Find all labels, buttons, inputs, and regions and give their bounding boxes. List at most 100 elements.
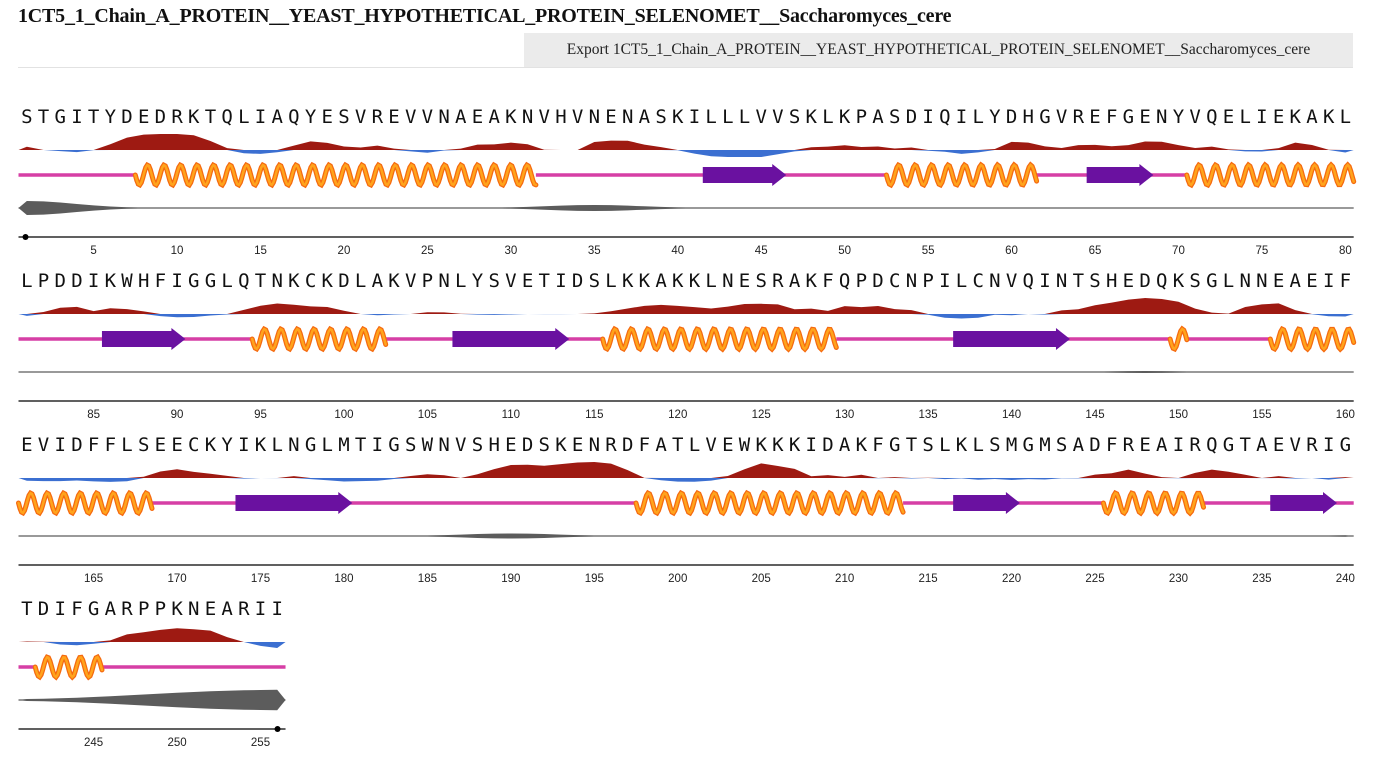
tick-label: 85	[87, 409, 100, 421]
residue-letter: D	[121, 106, 132, 128]
tick-label: 140	[1002, 409, 1021, 421]
residue-letter: E	[1273, 434, 1284, 456]
residue-letter: I	[1039, 270, 1050, 292]
residue-letter: M	[1039, 434, 1050, 456]
residue-letter: E	[155, 434, 166, 456]
residue-letter: Y	[472, 270, 484, 292]
residue-letter: K	[839, 106, 851, 128]
residue-letter: F	[1106, 106, 1117, 128]
residue-letter: S	[405, 434, 416, 456]
residue-letter: T	[255, 270, 266, 292]
residue-letter: D	[906, 106, 917, 128]
residue-letter: L	[271, 434, 282, 456]
residue-letter: D	[38, 598, 49, 620]
residue-letter: T	[1073, 270, 1084, 292]
tick-label: 65	[1089, 245, 1102, 257]
residue-letter: K	[672, 106, 684, 128]
residue-letter: D	[71, 270, 82, 292]
residue-letter: L	[689, 434, 700, 456]
residue-letter: M	[1006, 434, 1017, 456]
axis-end-marker	[274, 726, 281, 732]
residue-letter: F	[872, 434, 883, 456]
residue-letter: Y	[221, 434, 233, 456]
residue-letter: H	[138, 270, 149, 292]
tick-label: 165	[84, 573, 103, 585]
tick-label: 245	[84, 737, 103, 749]
tick-label: 90	[171, 409, 184, 421]
residue-letter: N	[522, 106, 533, 128]
residue-letter: R	[605, 434, 617, 456]
residue-letter: A	[488, 106, 500, 128]
residue-letter: E	[1273, 106, 1284, 128]
tick-label: 150	[1169, 409, 1188, 421]
residue-letter: D	[622, 434, 633, 456]
residue-letter: P	[422, 270, 433, 292]
helix-highlight	[1269, 327, 1355, 351]
residue-letter: N	[722, 270, 733, 292]
residue-letter: Q	[238, 270, 249, 292]
residue-letter: Q	[221, 106, 232, 128]
residue-letter: A	[1306, 106, 1318, 128]
residue-letter: V	[539, 106, 550, 128]
residue-letter: K	[1290, 106, 1302, 128]
tick-label: 30	[504, 245, 517, 257]
residue-letter: Q	[1156, 270, 1167, 292]
residue-letter: P	[856, 106, 867, 128]
tick-label: 135	[919, 409, 938, 421]
residue-letter: K	[105, 270, 117, 292]
residue-letter: N	[589, 106, 600, 128]
residue-letter: I	[372, 434, 383, 456]
residue-letter: K	[555, 434, 567, 456]
residue-letter: Q	[1206, 106, 1217, 128]
residue-letter: N	[1256, 270, 1267, 292]
residue-letter: K	[1323, 106, 1335, 128]
residue-letter: K	[689, 270, 701, 292]
strand-arrow	[101, 328, 186, 350]
residue-letter: P	[38, 270, 49, 292]
residue-letter: L	[238, 106, 249, 128]
residue-letter: N	[271, 270, 282, 292]
residue-letter: S	[889, 106, 900, 128]
residue-letter: K	[388, 270, 400, 292]
residue-letter: A	[789, 270, 801, 292]
residue-letter: D	[1089, 434, 1100, 456]
residue-letter: E	[388, 106, 399, 128]
residue-letter: E	[739, 270, 750, 292]
page-title: 1CT5_1_Chain_A_PROTEIN__YEAST_HYPOTHETIC…	[18, 5, 952, 27]
residue-letter: Q	[1206, 434, 1217, 456]
residue-letter: A	[1073, 434, 1085, 456]
residue-letter: I	[1323, 434, 1334, 456]
residue-letter: G	[188, 270, 199, 292]
residue-letter: S	[488, 270, 499, 292]
helix-highlight	[33, 655, 104, 679]
residue-letter: R	[1306, 434, 1318, 456]
tick-label: 225	[1085, 573, 1104, 585]
residue-letter: T	[205, 106, 216, 128]
residue-letter: E	[205, 598, 216, 620]
residue-letter: C	[889, 270, 900, 292]
residue-letter: L	[322, 434, 333, 456]
residue-letter: R	[238, 598, 250, 620]
residue-letter: V	[405, 106, 416, 128]
residue-letter: H	[555, 106, 566, 128]
tick-label: 120	[668, 409, 687, 421]
residue-letter: T	[906, 434, 917, 456]
tick-label: 185	[418, 573, 437, 585]
residue-letter: N	[438, 270, 449, 292]
export-button[interactable]: Export 1CT5_1_Chain_A_PROTEIN__YEAST_HYP…	[524, 33, 1353, 67]
residue-letter: E	[138, 106, 149, 128]
residue-letter: K	[288, 270, 300, 292]
residue-letter: C	[305, 270, 316, 292]
residue-letter: S	[789, 106, 800, 128]
residue-letter: Y	[989, 106, 1001, 128]
residue-letter: N	[906, 270, 917, 292]
residue-letter: N	[188, 598, 199, 620]
residue-letter: Q	[1023, 270, 1034, 292]
residue-letter: E	[1139, 434, 1150, 456]
strand-arrow	[235, 492, 353, 514]
residue-letter: R	[1123, 434, 1135, 456]
residue-letter: S	[338, 106, 349, 128]
residue-letter: F	[822, 270, 833, 292]
helix-highlight	[601, 327, 838, 351]
